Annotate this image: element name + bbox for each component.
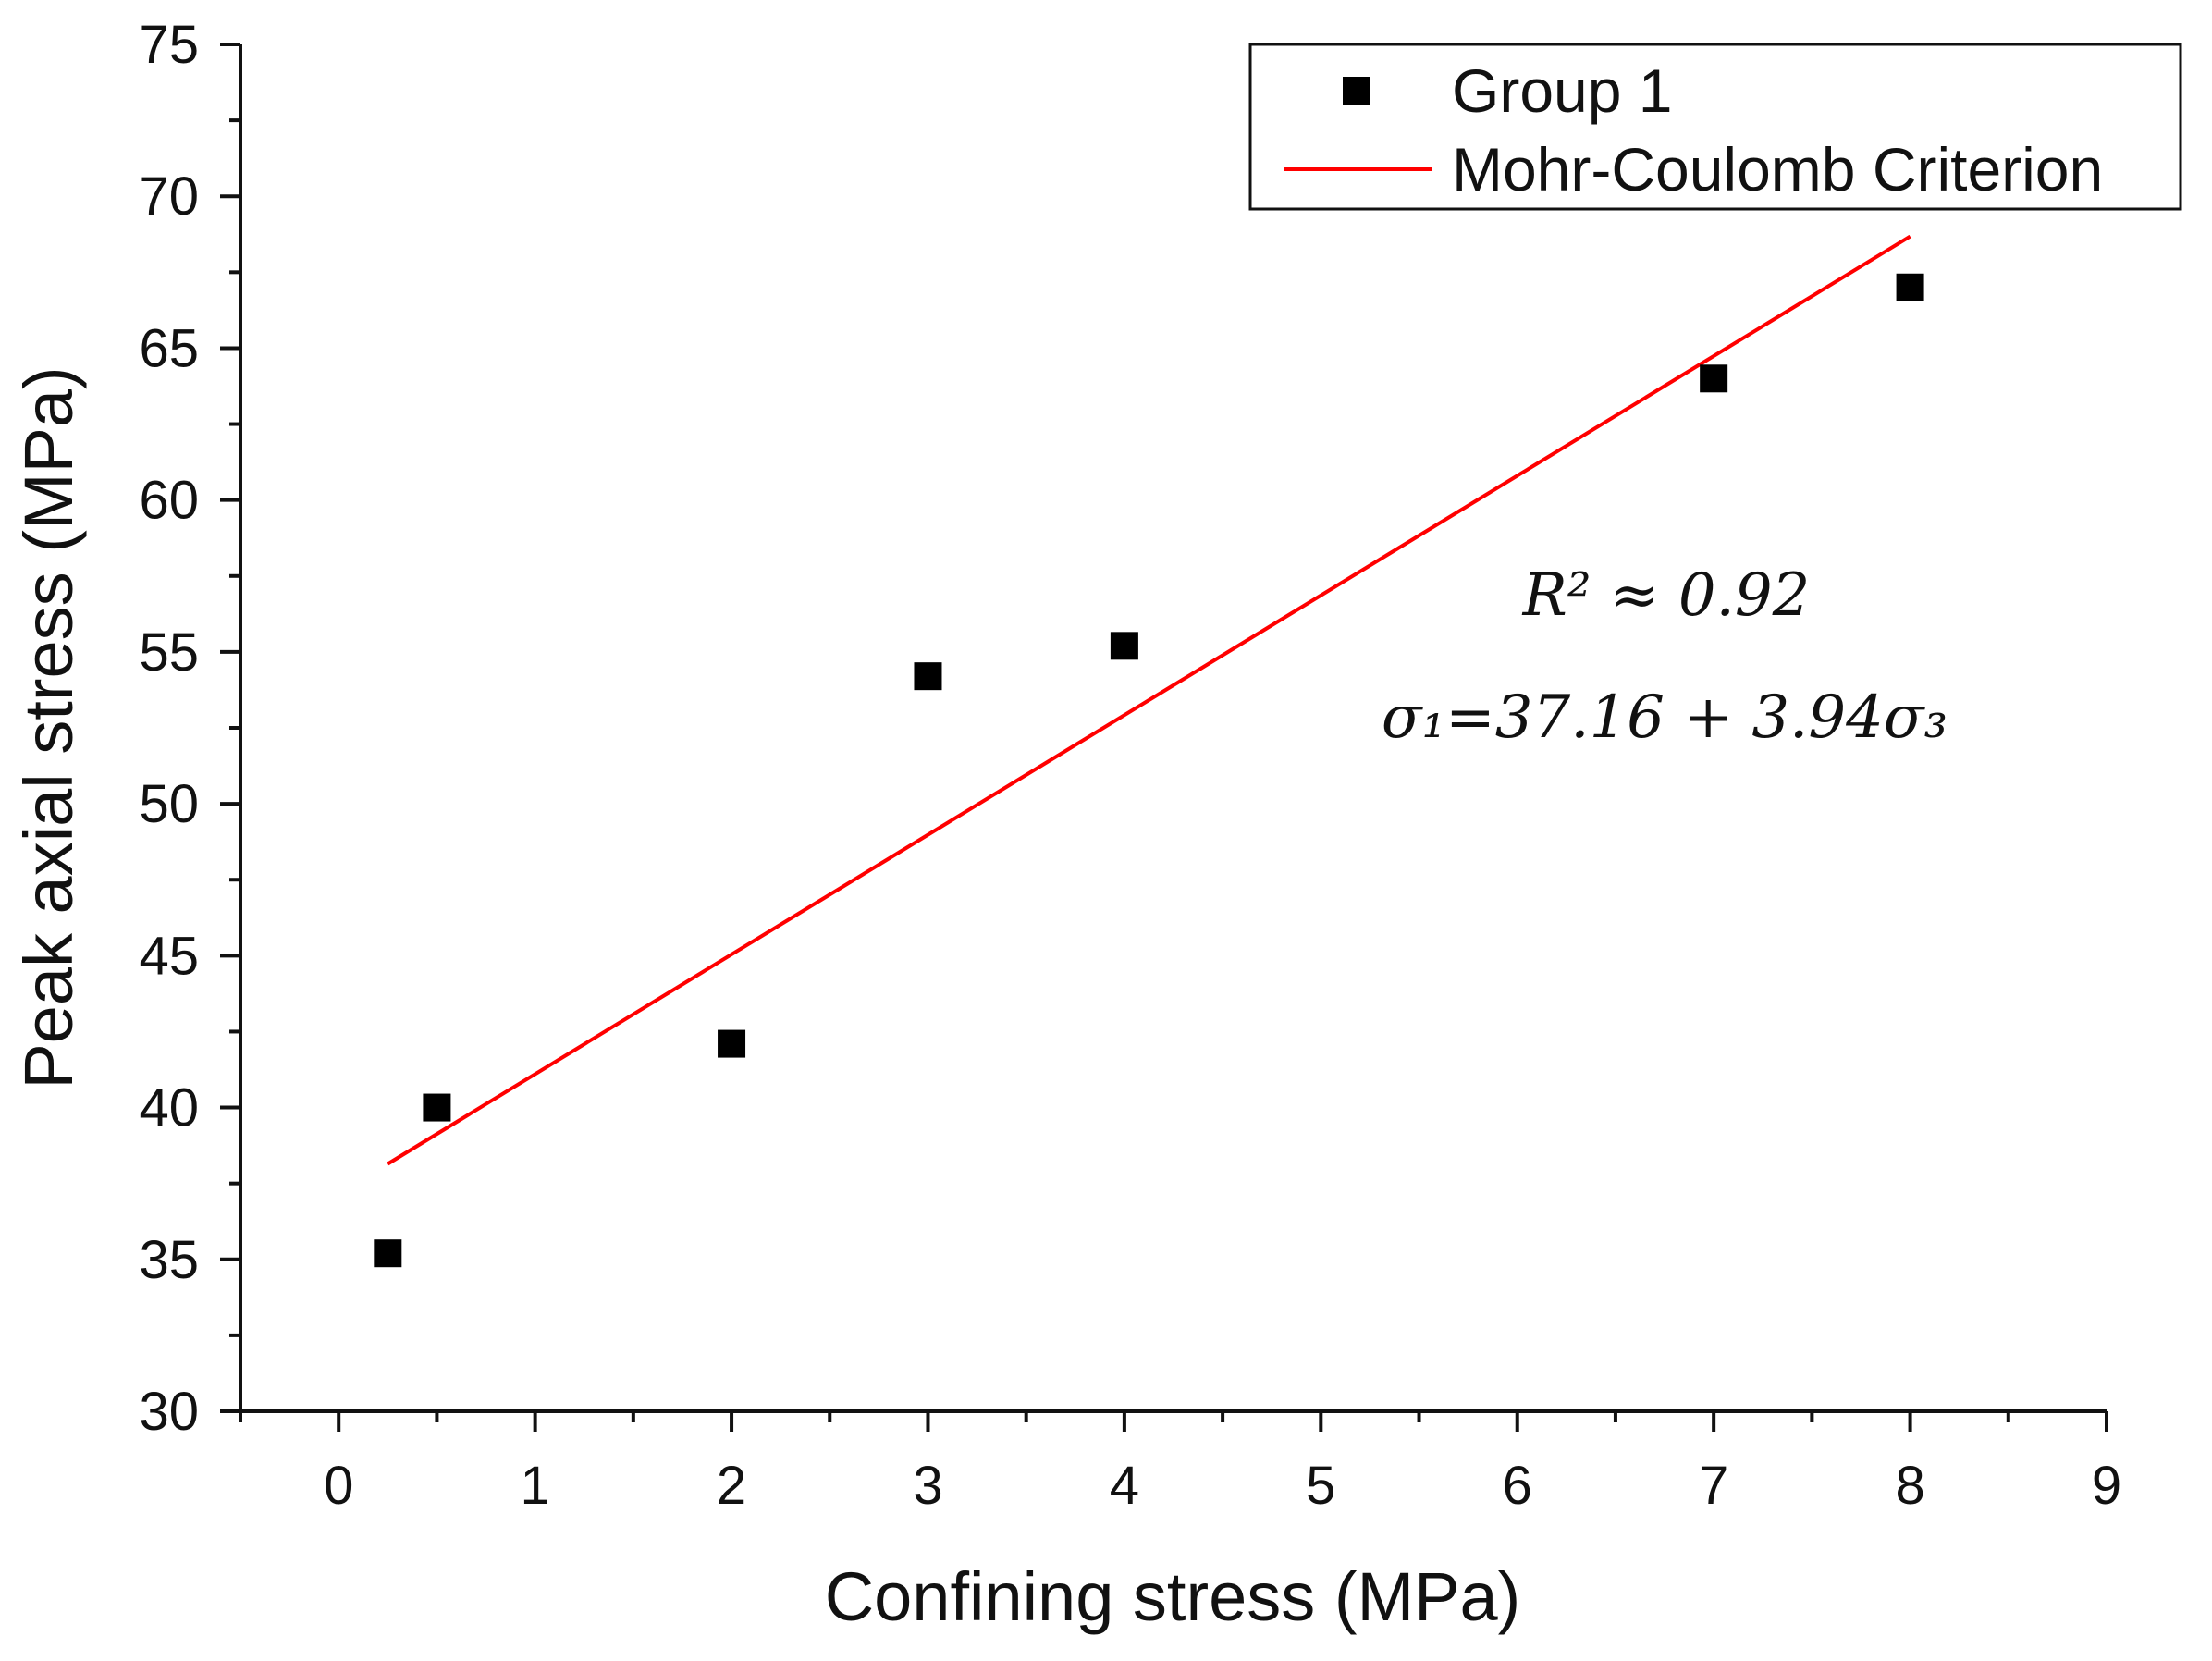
x-tick-label: 1 <box>520 1456 549 1516</box>
y-tick-label: 70 <box>139 166 199 227</box>
legend-label-group-1: Group 1 <box>1452 56 1672 125</box>
data-point <box>1896 273 1924 301</box>
y-tick-label: 40 <box>139 1078 199 1138</box>
x-tick-label: 3 <box>913 1456 942 1516</box>
y-tick-label: 45 <box>139 926 199 986</box>
y-tick-label: 55 <box>139 622 199 683</box>
legend-box <box>1248 43 2182 211</box>
x-axis-title: Confining stress (MPa) <box>825 1558 1521 1635</box>
equation-annotation: σ₁=37.16 + 3.94σ₃ <box>1382 683 1948 752</box>
mohr-coulomb-fit-line <box>387 234 1911 1166</box>
data-point <box>914 662 942 691</box>
x-tick-label: 5 <box>1306 1456 1335 1516</box>
legend-label-mohr-coulomb: Mohr-Coulomb Criterion <box>1452 135 2103 203</box>
legend-marker-group-1 <box>1343 77 1370 105</box>
x-tick-label: 4 <box>1110 1456 1139 1516</box>
y-tick-label: 75 <box>139 15 199 75</box>
y-axis-title: Peak axial stress (MPa) <box>10 366 87 1089</box>
r-squared-annotation: R² ≈ 0.92 <box>1522 561 1811 630</box>
y-tick-label: 35 <box>139 1230 199 1290</box>
legend: Group 1 Mohr-Coulomb Criterion <box>1248 43 2182 211</box>
x-tick-label: 7 <box>1699 1456 1728 1516</box>
data-point <box>1700 364 1728 393</box>
data-point <box>374 1239 402 1268</box>
y-tick-label: 65 <box>139 318 199 378</box>
data-point <box>718 1029 746 1058</box>
y-tick-label: 30 <box>139 1382 199 1442</box>
points-layer <box>374 273 1924 1268</box>
x-tick-label: 2 <box>717 1456 746 1516</box>
x-tick-label: 6 <box>1503 1456 1532 1516</box>
x-tick-label: 0 <box>324 1456 353 1516</box>
data-point <box>423 1093 451 1122</box>
x-tick-label: 8 <box>1895 1456 1924 1516</box>
x-tick-label: 9 <box>2092 1456 2121 1516</box>
ticks <box>220 43 2108 1432</box>
y-tick-label: 50 <box>139 774 199 834</box>
data-point <box>1110 632 1138 660</box>
fit-line-layer <box>387 234 1911 1166</box>
y-tick-label: 60 <box>139 471 199 531</box>
